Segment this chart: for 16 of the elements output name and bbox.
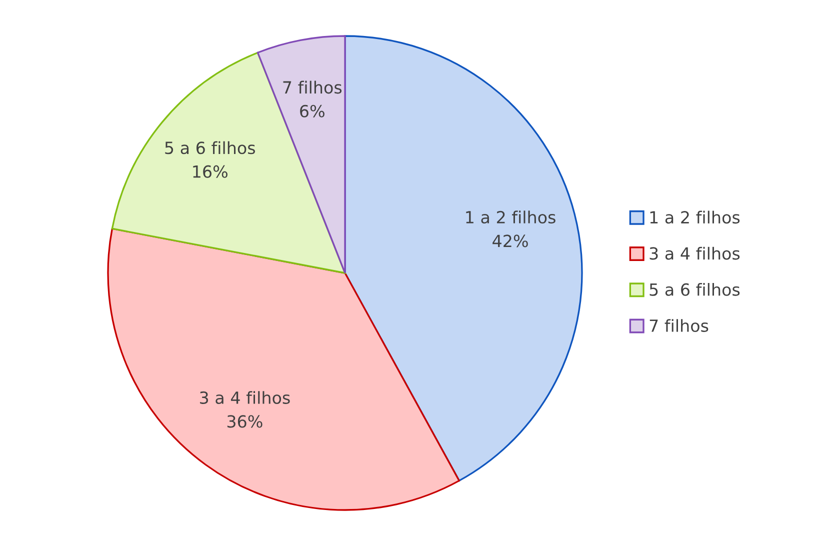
slice-label: 3 a 4 filhos [200,391,290,404]
legend-label: 1 a 2 filhos [650,210,740,224]
pie-slice [111,52,346,274]
legend-label: 5 a 6 filhos [650,283,740,296]
slice-label: 7 filhos [283,80,342,94]
pie-slice [344,35,583,482]
pie-slice [107,228,460,511]
data-label: 36% [227,415,262,428]
slice-label: 5 a 6 filhos [165,141,255,154]
data-label: 6% [300,104,324,118]
data-label: 16% [193,165,228,178]
pie-slice [256,35,346,274]
slice-label: 1 a 2 filhos [466,210,556,224]
legend-label: 3 a 4 filhos [650,246,740,260]
legend-label: 7 filhos [650,319,708,332]
data-label: 42% [492,234,528,248]
